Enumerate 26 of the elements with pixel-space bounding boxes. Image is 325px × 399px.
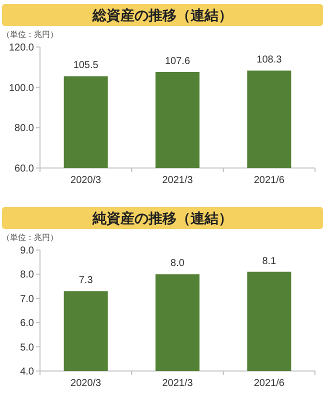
chart-title: 総資産の推移（連結）	[92, 7, 232, 23]
y-tick-label: 6.0	[20, 318, 34, 330]
x-tick-label: 2021/3	[162, 175, 194, 186]
y-tick-label: 4.0	[20, 366, 34, 378]
y-tick-label: 60.0	[14, 164, 34, 174]
data-label: 7.3	[78, 275, 94, 286]
y-tick-label: 80.0	[14, 123, 34, 134]
x-tick-label: 2020/3	[70, 378, 102, 389]
x-tick-label: 2021/6	[254, 378, 285, 389]
data-label: 8.1	[262, 256, 277, 267]
data-label: 107.6	[164, 56, 190, 68]
chart-title: 純資産の推移（連結）	[92, 210, 232, 226]
y-tick-label: 5.0	[20, 342, 34, 354]
y-tick-label: 9.0	[20, 246, 34, 256]
data-label: 108.3	[256, 54, 282, 66]
y-tick-label: 100.0	[8, 82, 34, 94]
x-tick-label: 2021/3	[162, 378, 194, 389]
y-tick-label: 120.0	[8, 42, 34, 54]
y-axis-title: （単位：兆円）	[2, 233, 58, 242]
y-tick-label: 7.0	[20, 294, 34, 305]
x-tick-label: 2021/6	[254, 175, 285, 186]
y-tick-label: 8.0	[20, 270, 34, 281]
y-axis-title: （単位：兆円）	[2, 30, 58, 39]
data-label: 8.0	[170, 258, 185, 270]
data-label: 105.5	[73, 60, 99, 72]
x-tick-label: 2020/3	[70, 175, 102, 186]
